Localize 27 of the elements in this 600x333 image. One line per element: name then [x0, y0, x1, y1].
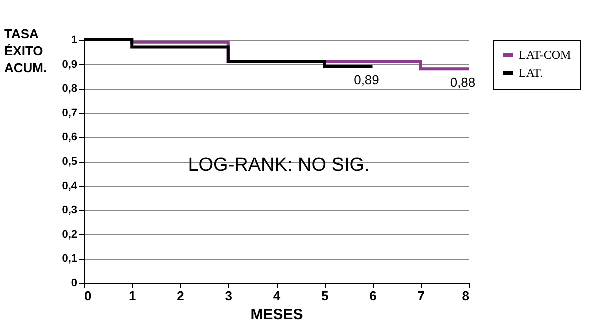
x-axis-title: MESES — [250, 306, 304, 324]
y-axis-title: TASA ÉXITO ACUM. — [4, 26, 48, 76]
y-tick-label: 0,5 — [62, 156, 78, 168]
annotation: 0,88 — [450, 75, 476, 90]
y-tick-label: 0,6 — [62, 132, 78, 144]
legend-label: LAT. — [519, 66, 544, 80]
y-tick-label: 0,2 — [62, 228, 78, 241]
legend-label: LAT-COM — [519, 48, 572, 62]
y-tick-label: 0 — [71, 278, 78, 290]
annotation: LOG-RANK: NO SIG. — [188, 155, 370, 176]
x-tick-label: 7 — [418, 288, 425, 304]
x-tick-label: 8 — [462, 288, 470, 304]
annotation: 0,89 — [354, 72, 380, 88]
y-tick-label: 0,9 — [62, 58, 78, 71]
x-tick-label: 5 — [322, 288, 329, 304]
y-tick-label: 0,7 — [62, 107, 78, 120]
y-tick-label: 0,8 — [62, 83, 78, 96]
x-tick-label: 2 — [177, 288, 184, 304]
x-tick-label: 3 — [225, 288, 232, 304]
x-tick-label: 0 — [84, 288, 92, 304]
y-tick-label: 0,4 — [62, 180, 78, 192]
y-tick-label: 0,3 — [62, 204, 78, 217]
y-tick-label: 0,1 — [62, 253, 78, 266]
x-tick-label: 4 — [273, 288, 282, 304]
y-tick-label: 1 — [71, 34, 78, 46]
x-tick-label: 1 — [129, 288, 136, 304]
x-tick-label: 6 — [370, 288, 377, 304]
